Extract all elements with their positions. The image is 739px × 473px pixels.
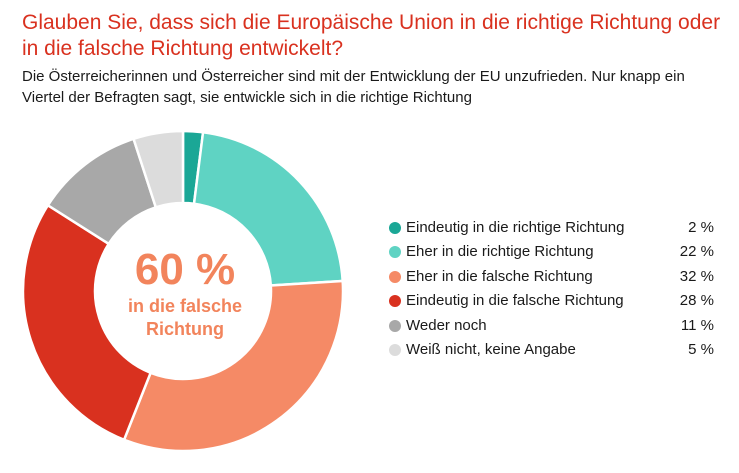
donut-slice-2 <box>192 130 345 287</box>
legend-label: Weder noch <box>406 316 487 334</box>
legend-item: Eindeutig in die richtige Richtung 2 % <box>388 218 718 242</box>
center-text: in die falsche Richtung <box>127 296 243 339</box>
legend-label: Weiß nicht, keine Angabe <box>406 340 576 358</box>
legend-swatch <box>389 270 401 283</box>
donut-slice-4 <box>21 203 153 442</box>
legend-value: 11 % <box>680 316 714 334</box>
donut-slice-3 <box>122 279 345 453</box>
legend-swatch <box>389 319 401 332</box>
legend-swatch <box>389 246 401 259</box>
legend-label: Eher in die richtige Richtung <box>406 243 594 261</box>
center-value: 60 % <box>134 245 236 294</box>
chart-subtitle: Die Österreicherinnen und Österreicher s… <box>22 68 685 106</box>
legend-item: Eindeutig in die falsche Richtung 28 % <box>388 291 718 315</box>
donut-slice-6 <box>131 129 185 209</box>
legend-value: 32 % <box>679 267 714 285</box>
legend-value: 2 % <box>688 219 714 236</box>
legend-item: Weder noch 11 % <box>388 316 718 340</box>
legend-label: Eindeutig in die falsche Richtung <box>406 292 624 310</box>
chart-title: Glauben Sie, dass sich die Europäische U… <box>22 11 721 60</box>
legend: Eindeutig in die richtige Richtung 2 % Ehe… <box>388 218 718 364</box>
legend-swatch <box>389 295 401 308</box>
legend-item: Eher in die richtige Richtung 22 % <box>388 242 718 266</box>
legend-value: 22 % <box>679 243 714 261</box>
legend-value: 5 % <box>688 340 714 358</box>
legend-item: Eher in die falsche Richtung 32 % <box>388 267 718 291</box>
donut-center-label: 60 % in die falsche Richtung <box>85 245 285 341</box>
legend-item: Weiß nicht, keine Angabe 5 % <box>388 340 718 364</box>
legend-label: Eindeutig in die richtige Richtung <box>406 219 625 236</box>
legend-label: Eher in die falsche Richtung <box>406 267 593 285</box>
legend-swatch <box>389 222 401 234</box>
legend-swatch <box>389 343 401 356</box>
legend-value: 28 % <box>679 292 714 310</box>
